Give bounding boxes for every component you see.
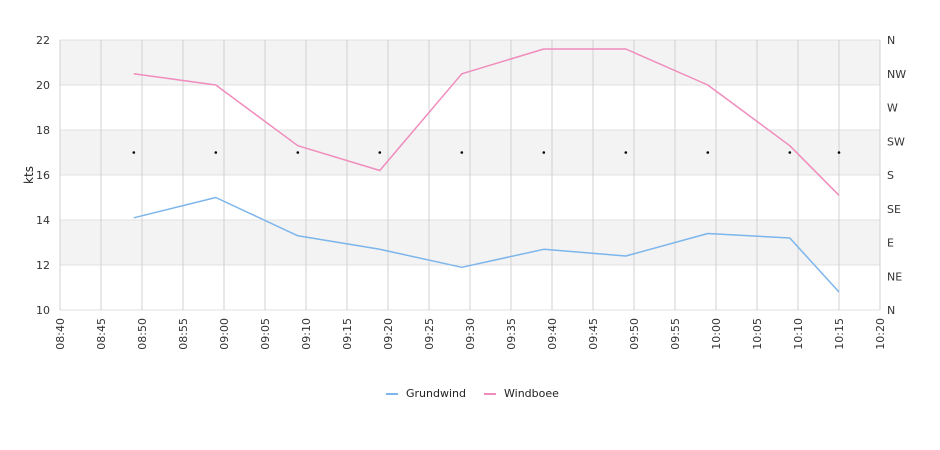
- legend-item-grundwind[interactable]: Grundwind: [386, 387, 466, 400]
- y-tick-label: 12: [36, 259, 50, 272]
- legend-label: Grundwind: [406, 387, 466, 400]
- x-tick-label: 09:30: [464, 318, 477, 350]
- direction-marker: [460, 151, 464, 154]
- x-tick-label: 10:00: [710, 318, 723, 350]
- x-tick-label: 09:50: [628, 318, 641, 350]
- x-tick-label: 09:00: [218, 318, 231, 350]
- x-tick-label: 10:10: [792, 318, 805, 350]
- x-tick-label: 09:40: [546, 318, 559, 350]
- direction-marker: [624, 151, 628, 154]
- direction-marker: [296, 151, 300, 154]
- x-tick-label: 10:20: [874, 318, 887, 350]
- x-tick-label: 09:25: [423, 318, 436, 350]
- x-axis-ticks: 08:40 08:45 08:50 08:55 09:00 09:05 09:10 09:15…: [54, 318, 887, 350]
- x-tick-label: 09:10: [300, 318, 313, 350]
- direction-tick-label: SW: [887, 135, 905, 148]
- x-tick-label: 10:05: [751, 318, 764, 350]
- direction-tick-label: NW: [887, 68, 906, 81]
- direction-marker: [788, 151, 792, 154]
- direction-tick-label: S: [887, 169, 894, 182]
- y-tick-label: 14: [36, 214, 50, 227]
- legend-item-windboee[interactable]: Windboee: [484, 387, 559, 400]
- direction-markers: [132, 151, 841, 154]
- right-axis-direction-ticks: N NE E SE S SW W NW N: [887, 34, 906, 317]
- x-tick-label: 08:55: [177, 318, 190, 350]
- x-tick-label: 08:45: [95, 318, 108, 350]
- legend: Grundwind Windboee: [386, 387, 559, 400]
- direction-tick-label: W: [887, 102, 898, 115]
- direction-tick-label: N: [887, 34, 895, 47]
- direction-marker: [837, 151, 841, 154]
- y-tick-label: 18: [36, 124, 50, 137]
- x-tick-label: 09:20: [382, 318, 395, 350]
- x-tick-label: 09:05: [259, 318, 272, 350]
- x-tick-label: 10:15: [833, 318, 846, 350]
- series-line-windboee: [133, 48, 840, 196]
- x-tick-label: 09:35: [505, 318, 518, 350]
- y-tick-label: 22: [36, 34, 50, 47]
- direction-marker: [378, 151, 382, 154]
- y-tick-label: 16: [36, 169, 50, 182]
- direction-marker: [706, 151, 710, 154]
- y-axis-ticks: 10 12 14 16 18 20 22: [36, 34, 50, 317]
- x-tick-label: 09:45: [587, 318, 600, 350]
- direction-tick-label: NE: [887, 270, 902, 283]
- x-tick-label: 09:55: [669, 318, 682, 350]
- y-tick-label: 20: [36, 79, 50, 92]
- direction-tick-label: E: [887, 237, 894, 250]
- direction-marker: [132, 151, 136, 154]
- direction-tick-label: N: [887, 304, 895, 317]
- x-tick-label: 09:15: [341, 318, 354, 350]
- series-line-grundwind: [133, 196, 840, 293]
- direction-marker: [542, 151, 546, 154]
- y-tick-label: 10: [36, 304, 50, 317]
- y-axis-title: kts: [22, 166, 36, 184]
- x-tick-label: 08:40: [54, 318, 67, 350]
- direction-marker: [214, 151, 218, 154]
- x-tick-label: 08:50: [136, 318, 149, 350]
- series-lines: [133, 48, 840, 293]
- legend-label: Windboee: [504, 387, 559, 400]
- direction-tick-label: SE: [887, 203, 901, 216]
